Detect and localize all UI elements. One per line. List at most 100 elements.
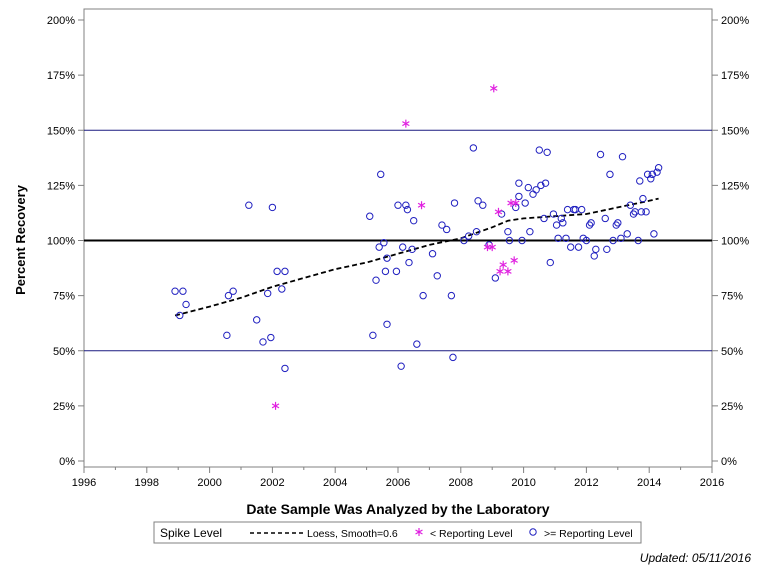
asterisk-stroke — [417, 202, 426, 208]
data-point-below-reporting-level — [490, 84, 498, 93]
data-point-above-reporting-level — [469, 144, 478, 152]
data-point-above-reporting-level — [537, 181, 545, 190]
y-axis-label: Percent Recovery — [13, 184, 28, 295]
data-point-above-reporting-level — [171, 287, 179, 295]
data-point-above-reporting-level — [377, 170, 385, 179]
y-tick-label-left-0: 0% — [59, 456, 75, 468]
data-point-above-reporting-level — [383, 320, 391, 328]
y-tick-label-right-125: 125% — [721, 180, 749, 192]
data-point-above-reporting-level — [582, 236, 591, 245]
legend-above-label: >= Reporting Level — [544, 528, 633, 540]
data-point-above-reporting-level — [603, 245, 611, 254]
data-point-above-reporting-level — [369, 331, 377, 340]
data-point-above-reporting-level — [472, 227, 481, 236]
asterisk-stroke — [496, 268, 504, 274]
data-point-above-reporting-level — [410, 216, 418, 225]
asterisk-stroke — [504, 268, 512, 274]
y-tick-label-right-200: 200% — [721, 15, 749, 27]
data-point-above-reporting-level — [574, 243, 583, 251]
data-point-above-reporting-level — [647, 175, 655, 183]
data-point-above-reporting-level — [521, 199, 529, 207]
data-point-above-reporting-level — [515, 192, 523, 201]
data-point-above-reporting-level — [650, 230, 658, 238]
y-tick-label-left-25: 25% — [53, 401, 75, 413]
asterisk-stroke — [488, 244, 496, 250]
data-point-below-reporting-level — [499, 260, 507, 269]
x-tick-label-1998: 1998 — [135, 477, 159, 489]
x-axis-label: Date Sample Was Analyzed by the Laborato… — [246, 501, 549, 517]
data-point-above-reporting-level — [408, 245, 416, 254]
legend-loess-label: Loess, Smooth=0.6 — [307, 528, 398, 540]
data-point-above-reporting-level — [642, 208, 650, 216]
data-point-above-reporting-level — [428, 250, 437, 258]
data-point-above-reporting-level — [587, 219, 595, 227]
data-point-above-reporting-level — [447, 291, 456, 300]
data-point-above-reporting-level — [562, 234, 570, 242]
data-point-above-reporting-level — [273, 267, 281, 276]
x-tick-label-2016: 2016 — [700, 477, 724, 489]
data-point-above-reporting-level — [529, 190, 537, 198]
y-tick-label-right-75: 75% — [721, 291, 743, 303]
y-tick-label-left-100: 100% — [47, 236, 75, 248]
x-tick-label-1996: 1996 — [72, 477, 96, 489]
y-tick-label-left-150: 150% — [47, 125, 75, 137]
data-point-above-reporting-level — [182, 300, 190, 309]
data-point-above-reporting-level — [577, 205, 586, 214]
data-point-above-reporting-level — [278, 285, 286, 293]
data-point-below-reporting-level — [496, 267, 504, 276]
data-point-above-reporting-level — [606, 170, 614, 179]
data-point-above-reporting-level — [634, 236, 642, 245]
y-tick-label-right-25: 25% — [721, 401, 743, 413]
data-point-above-reporting-level — [263, 289, 272, 298]
data-point-below-reporting-level — [271, 401, 280, 410]
asterisk-stroke — [510, 257, 518, 263]
data-point-above-reporting-level — [253, 316, 261, 324]
data-point-below-reporting-level — [504, 267, 512, 276]
data-point-above-reporting-level — [399, 243, 407, 251]
asterisk-stroke — [490, 85, 498, 91]
legend-title: Spike Level — [160, 526, 222, 540]
data-point-above-reporting-level — [515, 179, 523, 187]
data-point-above-reporting-level — [541, 179, 550, 187]
data-point-above-reporting-level — [179, 287, 187, 295]
data-point-above-reporting-level — [375, 243, 383, 251]
asterisk-stroke — [494, 209, 503, 215]
data-point-above-reporting-level — [281, 267, 289, 276]
data-point-above-reporting-level — [460, 236, 468, 245]
data-point-above-reporting-level — [524, 183, 533, 192]
data-point-above-reporting-level — [601, 214, 609, 223]
data-point-above-reporting-level — [259, 338, 267, 346]
data-point-above-reporting-level — [554, 234, 562, 242]
data-point-above-reporting-level — [224, 291, 233, 300]
legend-below-label: < Reporting Level — [430, 528, 513, 540]
asterisk-stroke — [271, 403, 280, 409]
data-point-above-reporting-level — [397, 362, 405, 370]
x-tick-label-2012: 2012 — [574, 477, 598, 489]
data-point-above-reporting-level — [535, 146, 543, 154]
data-point-above-reporting-level — [176, 311, 184, 320]
data-point-above-reporting-level — [543, 148, 551, 157]
data-point-above-reporting-level — [559, 219, 567, 227]
asterisk-stroke — [499, 262, 507, 268]
asterisk-stroke — [415, 529, 423, 535]
data-point-above-reporting-level — [629, 210, 638, 218]
data-point-above-reporting-level — [654, 164, 663, 172]
x-tick-label-2004: 2004 — [323, 477, 347, 489]
legend: Spike Level Loess, Smooth=0.6 < Reportin… — [153, 521, 642, 544]
x-tick-label-2002: 2002 — [260, 477, 284, 489]
y-tick-label-left-50: 50% — [53, 346, 75, 358]
data-point-above-reporting-level — [383, 254, 391, 262]
y-tick-label-right-0: 0% — [721, 456, 737, 468]
data-point-below-reporting-level — [402, 119, 410, 128]
data-point-above-reporting-level — [381, 267, 390, 276]
y-tick-label-right-175: 175% — [721, 70, 749, 82]
y-tick-label-left-125: 125% — [47, 180, 75, 192]
data-point-below-reporting-level — [511, 199, 520, 208]
data-point-below-reporting-level — [417, 201, 426, 210]
data-point-above-reporting-level — [366, 212, 374, 220]
data-point-above-reporting-level — [268, 203, 277, 212]
data-point-above-reporting-level — [405, 258, 413, 267]
data-point-above-reporting-level — [505, 236, 514, 245]
data-point-above-reporting-level — [609, 236, 617, 245]
